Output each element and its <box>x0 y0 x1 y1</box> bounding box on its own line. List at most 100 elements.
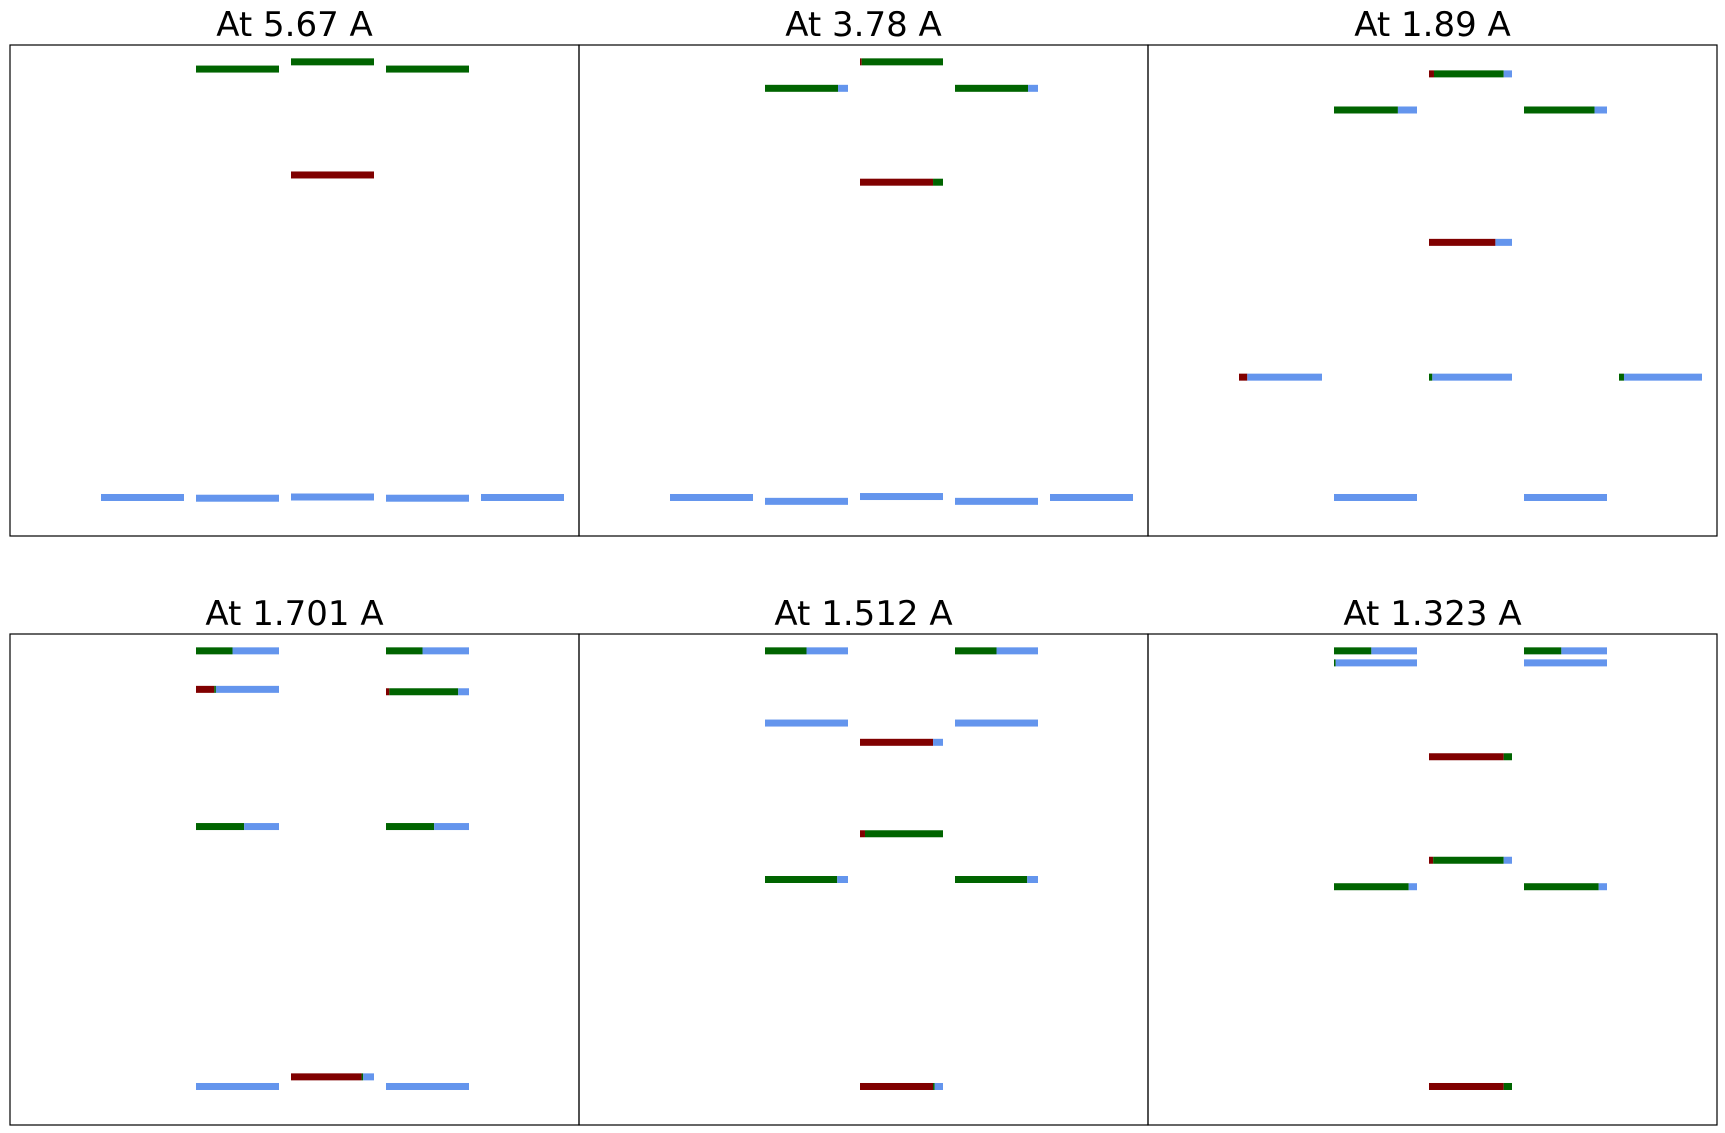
level-segment-blue <box>934 1082 943 1090</box>
level-segment-green <box>765 876 838 883</box>
level-segment-blue <box>196 1082 279 1090</box>
level-segment-blue <box>244 823 279 831</box>
level-segment-green <box>1334 883 1409 891</box>
level-segment-blue <box>996 647 1038 655</box>
panel-frame <box>9 44 580 537</box>
level-segment-green <box>361 1073 364 1081</box>
panel-0: At 5.67 A <box>9 5 580 537</box>
level-bar <box>1524 493 1607 501</box>
level-segment-blue <box>1050 493 1133 501</box>
level-bar <box>196 685 279 693</box>
panel-frame <box>578 44 1149 537</box>
level-segment-green <box>291 58 374 66</box>
level-bar <box>1429 373 1512 381</box>
level-bar <box>291 58 374 66</box>
level-segment-green <box>196 647 233 655</box>
level-bar <box>1619 373 1702 381</box>
level-segment-green <box>955 876 1028 883</box>
level-bar <box>1334 659 1417 667</box>
panel-title: At 3.78 A <box>785 5 942 45</box>
level-segment-blue <box>363 1073 374 1081</box>
level-bar <box>196 823 279 831</box>
panel-title: At 1.323 A <box>1343 594 1521 634</box>
panel-title: At 1.89 A <box>1354 5 1511 45</box>
level-segment-blue <box>955 497 1038 505</box>
level-segment-blue <box>1335 659 1417 667</box>
level-segment-blue <box>860 493 943 501</box>
level-bar <box>196 65 279 73</box>
level-segment-blue <box>837 876 848 883</box>
level-segment-red <box>1429 70 1434 78</box>
level-bar <box>765 876 848 883</box>
level-segment-red <box>291 1073 362 1081</box>
level-bar <box>955 84 1038 92</box>
level-segment-blue <box>1495 238 1512 246</box>
level-segment-blue <box>1027 876 1038 883</box>
level-segment-green <box>1334 659 1336 667</box>
level-bar <box>860 738 943 746</box>
level-bar <box>386 688 469 696</box>
level-segment-blue <box>838 84 848 92</box>
level-segment-blue <box>1334 493 1417 501</box>
level-segment-blue <box>196 494 279 502</box>
level-segment-green <box>386 65 469 73</box>
level-bar <box>955 719 1038 727</box>
level-segment-blue <box>458 688 469 696</box>
level-segment-blue <box>291 493 374 501</box>
level-segment-blue <box>101 493 184 501</box>
level-segment-green <box>765 647 807 655</box>
level-bar <box>765 84 848 92</box>
level-segment-blue <box>1028 84 1038 92</box>
level-bar <box>1334 647 1417 655</box>
panel-levels <box>196 647 469 1090</box>
level-segment-red <box>860 1082 934 1090</box>
level-bar <box>765 647 848 655</box>
level-bar <box>386 65 469 73</box>
level-segment-red <box>1429 856 1434 864</box>
panel-3: At 1.701 A <box>9 594 580 1126</box>
level-segment-blue <box>1503 70 1512 78</box>
level-bar <box>860 830 943 838</box>
panel-levels <box>1334 647 1607 1090</box>
level-bar <box>860 1082 943 1090</box>
level-bar <box>1050 493 1133 501</box>
level-segment-blue <box>232 647 279 655</box>
level-segment-green <box>1524 106 1595 114</box>
level-segment-green <box>955 647 997 655</box>
level-segment-green <box>1433 856 1504 864</box>
level-segment-blue <box>1561 647 1607 655</box>
panel-frame <box>1147 44 1718 537</box>
level-segment-green <box>933 1082 935 1090</box>
panel-title: At 5.67 A <box>216 5 373 45</box>
level-bar <box>1429 1082 1512 1090</box>
level-segment-green <box>1433 70 1504 78</box>
level-segment-blue <box>1524 493 1607 501</box>
level-bar <box>196 494 279 502</box>
level-bar <box>955 497 1038 505</box>
level-segment-green <box>861 58 943 66</box>
panel-frame <box>9 633 580 1126</box>
level-segment-blue <box>1397 106 1417 114</box>
level-bar <box>765 719 848 727</box>
panel-4: At 1.512 A <box>578 594 1149 1126</box>
level-bar <box>1429 238 1512 246</box>
panel-1: At 3.78 A <box>578 5 1149 537</box>
level-segment-green <box>1619 373 1624 381</box>
level-bar <box>1524 659 1607 667</box>
level-bar <box>386 647 469 655</box>
level-segment-green <box>1429 373 1433 381</box>
level-segment-green <box>1334 647 1372 655</box>
panel-2: At 1.89 A <box>1147 5 1718 537</box>
level-segment-blue <box>933 738 943 746</box>
level-segment-blue <box>1371 647 1417 655</box>
level-segment-blue <box>1524 659 1607 667</box>
level-segment-red <box>860 830 865 838</box>
level-segment-green <box>1503 1082 1512 1090</box>
level-bar <box>101 493 184 501</box>
level-bar <box>1334 493 1417 501</box>
level-segment-red <box>291 171 374 179</box>
panel-levels <box>670 58 1133 505</box>
level-bar <box>481 493 564 501</box>
level-segment-blue <box>765 719 848 727</box>
